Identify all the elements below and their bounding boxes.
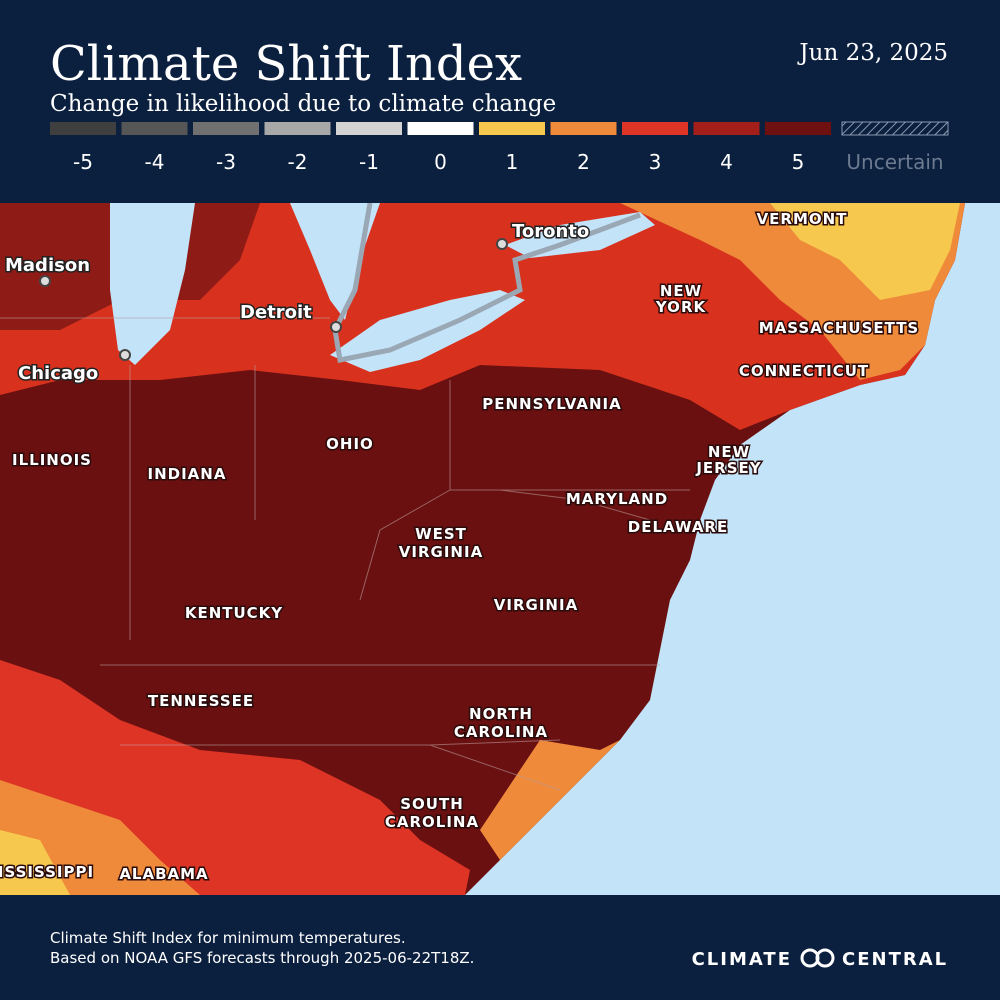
legend-label: 1 xyxy=(506,150,519,174)
warm-coast xyxy=(480,740,620,860)
region-line: JERSEY xyxy=(695,459,761,477)
city-label: Chicago xyxy=(18,363,98,384)
region-label: NEW JERSEY xyxy=(695,443,761,477)
legend: -5 -4 -3 -2 -1 0 1 2 3 4 5 xyxy=(50,122,831,174)
region-label: MISSISSIPPI xyxy=(0,863,94,881)
legend-label: 5 xyxy=(792,150,805,174)
lake-michigan xyxy=(110,203,195,365)
region-line: TENNESSEE xyxy=(148,692,254,710)
region-label: INDIANA xyxy=(148,465,227,483)
legend-label: 4 xyxy=(720,150,733,174)
legend-label: 2 xyxy=(577,150,590,174)
subtitle: Change in likelihood due to climate chan… xyxy=(50,91,556,117)
legend-swatch xyxy=(121,122,188,135)
region-line: NORTH xyxy=(469,705,533,723)
region-label: WEST VIRGINIA xyxy=(399,525,483,561)
region-label: DELAWARE xyxy=(628,518,728,536)
region-line: PENNSYLVANIA xyxy=(482,395,621,413)
city-label: Detroit xyxy=(240,302,312,323)
legend-label: -4 xyxy=(145,150,165,174)
city-label: Toronto xyxy=(512,221,589,242)
footer-note: Based on NOAA GFS forecasts through 2025… xyxy=(50,949,474,967)
mild-ne xyxy=(770,203,960,300)
legend-swatch xyxy=(550,122,617,135)
region-line: WEST xyxy=(415,525,467,543)
region-line: VIRGINIA xyxy=(399,543,483,561)
border xyxy=(332,203,641,363)
region-line: ILLINOIS xyxy=(12,451,92,469)
region-line: CAROLINA xyxy=(454,723,548,741)
region-line: VERMONT xyxy=(757,210,848,228)
footer-note: Climate Shift Index for minimum temperat… xyxy=(50,929,406,947)
brand: CLIMATE xyxy=(692,949,792,970)
city-dot xyxy=(496,238,508,250)
cities: Madison Chicago Detroit Toronto xyxy=(4,220,591,386)
state-lines xyxy=(0,317,690,791)
mild-sw xyxy=(0,830,70,895)
lake-huron xyxy=(290,203,380,320)
city-dot xyxy=(39,275,51,287)
uncertain-swatch xyxy=(841,121,949,136)
region-label: KENTUCKY xyxy=(185,604,283,622)
region-line: KENTUCKY xyxy=(185,604,283,622)
region-line: VIRGINIA xyxy=(494,596,578,614)
city-dot xyxy=(330,321,342,333)
region-label: ILLINOIS xyxy=(12,451,92,469)
legend-swatch xyxy=(407,122,474,135)
region-label: VERMONT xyxy=(757,210,848,228)
date: Jun 23, 2025 xyxy=(797,40,948,66)
region-line: CAROLINA xyxy=(385,813,479,831)
legend-label: 0 xyxy=(434,150,447,174)
legend-label: -5 xyxy=(73,150,93,174)
region-line: MISSISSIPPI xyxy=(0,863,94,881)
region-line: MASSACHUSETTS xyxy=(759,319,919,337)
legend-swatch xyxy=(765,122,831,135)
region-label: OHIO xyxy=(326,435,374,453)
region-line: MARYLAND xyxy=(566,490,668,508)
legend-swatch xyxy=(336,122,402,135)
region-line: SOUTH xyxy=(400,795,464,813)
region-label: ALABAMA xyxy=(119,865,208,883)
city-label: Madison xyxy=(5,255,90,276)
legend-swatch xyxy=(693,122,760,135)
map xyxy=(0,203,1000,895)
region-label: TENNESSEE xyxy=(148,692,254,710)
region-line: CONNECTICUT xyxy=(739,362,869,380)
region-line: INDIANA xyxy=(148,465,227,483)
legend-label: -3 xyxy=(216,150,236,174)
uncertain-label: Uncertain xyxy=(846,150,943,174)
region-line: OHIO xyxy=(326,435,374,453)
brand: CENTRAL xyxy=(842,949,948,970)
region-label: CONNECTICUT xyxy=(739,362,869,380)
legend-label: -1 xyxy=(359,150,379,174)
legend-swatch xyxy=(193,122,259,135)
region-label: PENNSYLVANIA xyxy=(482,395,621,413)
region-line: NEW xyxy=(660,282,702,300)
legend-swatch xyxy=(622,122,688,135)
region-label: MARYLAND xyxy=(566,490,668,508)
legend-label: 3 xyxy=(649,150,662,174)
region-line: ALABAMA xyxy=(119,865,208,883)
legend-swatch xyxy=(264,122,331,135)
region-label: MASSACHUSETTS xyxy=(759,319,919,337)
region-line: NEW xyxy=(708,443,750,461)
brand-logo xyxy=(800,948,835,968)
region-label: NORTH CAROLINA xyxy=(454,705,548,741)
region-label: SOUTH CAROLINA xyxy=(385,795,479,831)
region-label: VIRGINIA xyxy=(494,596,578,614)
title: Climate Shift Index xyxy=(50,36,522,92)
region-line: YORK xyxy=(655,298,707,316)
city-dot xyxy=(119,349,131,361)
region-line: DELAWARE xyxy=(628,518,728,536)
region-label: NEW YORK xyxy=(655,282,707,316)
legend-swatch xyxy=(479,122,545,135)
legend-swatch xyxy=(50,122,116,135)
legend-label: -2 xyxy=(288,150,308,174)
